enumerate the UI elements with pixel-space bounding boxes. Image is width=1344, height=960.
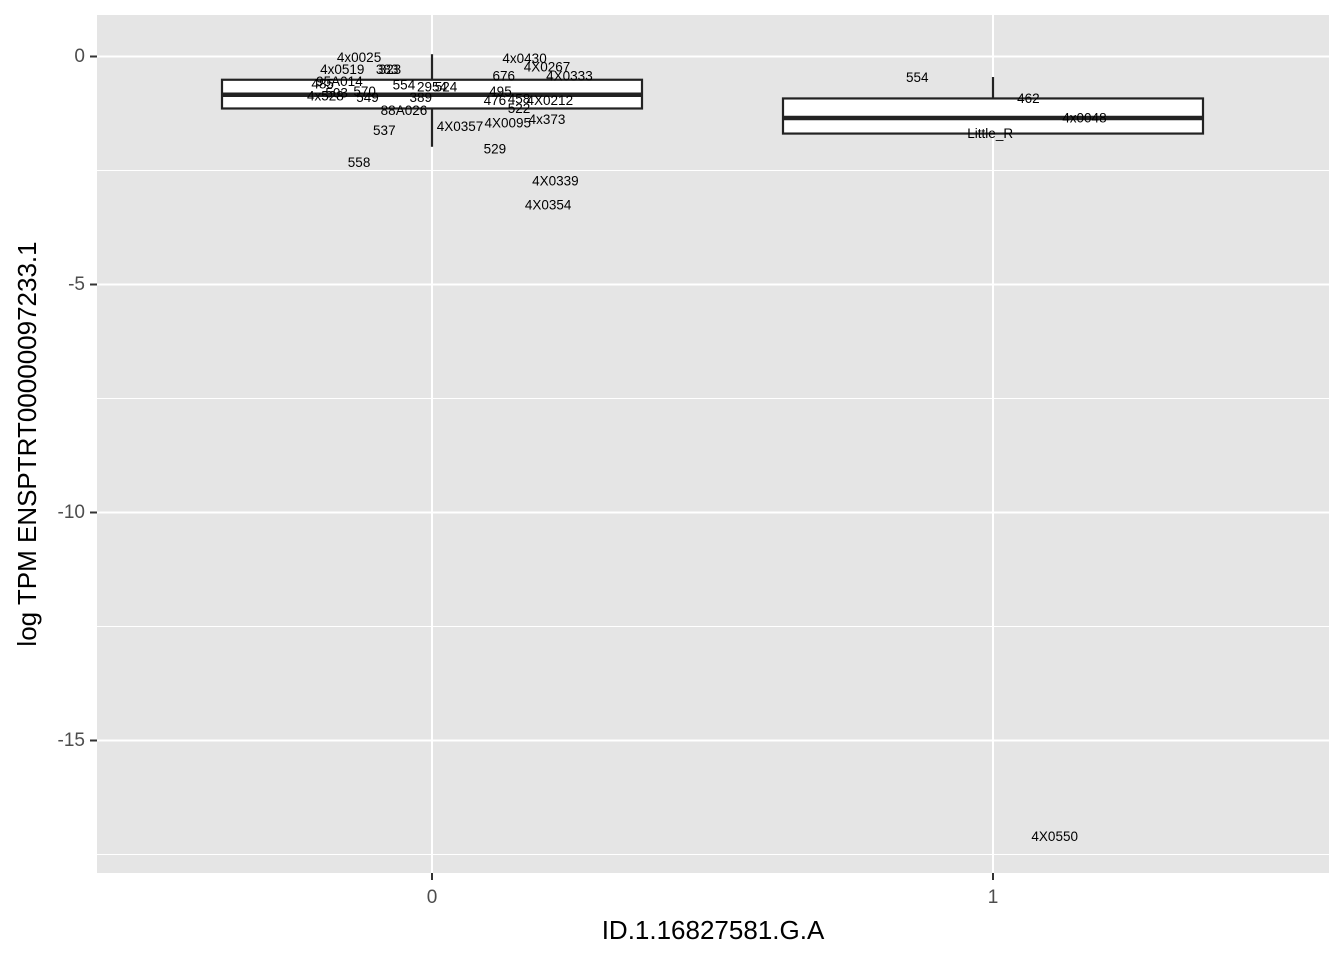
point-label: 2954: [417, 80, 448, 95]
point-label: 676: [493, 69, 516, 84]
minor-gridlines: [97, 170, 1329, 855]
y-axis-title: log TPM ENSPTRT00000097233.1: [12, 241, 42, 646]
point-label: 4X0357: [437, 119, 484, 134]
point-label: 549: [356, 90, 379, 105]
point-label: 4X0333: [546, 69, 593, 84]
y-tick-label: -5: [68, 274, 85, 295]
point-label: 4X0267: [524, 59, 571, 74]
point-label: 4X0354: [525, 198, 572, 213]
point-label: 462: [1017, 91, 1040, 106]
y-axis: 0 -5 -10 -15: [58, 46, 97, 751]
box-series: [220, 54, 1205, 147]
point-label: 323: [379, 62, 402, 77]
point-label: 522: [508, 101, 531, 116]
point-label: 570: [353, 84, 376, 99]
point-label: 4X0550: [1031, 829, 1078, 844]
point-label: 4x0519: [320, 62, 364, 77]
x-tick-label: 0: [427, 887, 438, 908]
point-label: 4x528: [307, 89, 344, 104]
point-label: 95A014: [316, 74, 363, 89]
x-axis-title: ID.1.16827581.G.A: [602, 915, 825, 945]
point-label: 4X0339: [532, 173, 579, 188]
y-tick-label: -10: [58, 502, 85, 523]
y-tick-label: -15: [58, 730, 85, 751]
point-label: 529: [484, 142, 507, 157]
point-label: 485: [311, 76, 334, 91]
box-1: [781, 77, 1205, 135]
point-label: 495: [489, 84, 512, 99]
point-label: 4x0025: [337, 50, 381, 65]
box-0: [220, 54, 644, 147]
point-label: 4X0095: [484, 116, 531, 131]
point-label: 4x373: [529, 112, 566, 127]
y-tick-label: 0: [74, 46, 85, 67]
point-label: 88A026: [381, 103, 428, 118]
point-label: 558: [348, 155, 371, 170]
point-label: 554: [393, 78, 416, 93]
point-label: 383: [376, 62, 399, 77]
point-label: 554: [906, 70, 929, 85]
point-label: 389: [410, 90, 433, 105]
major-gridlines: [97, 15, 1329, 873]
point-label: 4X0212: [527, 93, 574, 108]
point-label: Little_R: [967, 126, 1013, 141]
point-label: 503: [325, 85, 348, 100]
point-label: 4x0430: [502, 51, 546, 66]
point-label: 458: [508, 91, 531, 106]
point-label: 4x0048: [1062, 111, 1106, 126]
plot-panel: [97, 15, 1329, 873]
point-label: 524: [435, 80, 458, 95]
x-tick-label: 1: [988, 887, 999, 908]
point-label: 537: [373, 123, 396, 138]
point-label: 476: [484, 93, 507, 108]
